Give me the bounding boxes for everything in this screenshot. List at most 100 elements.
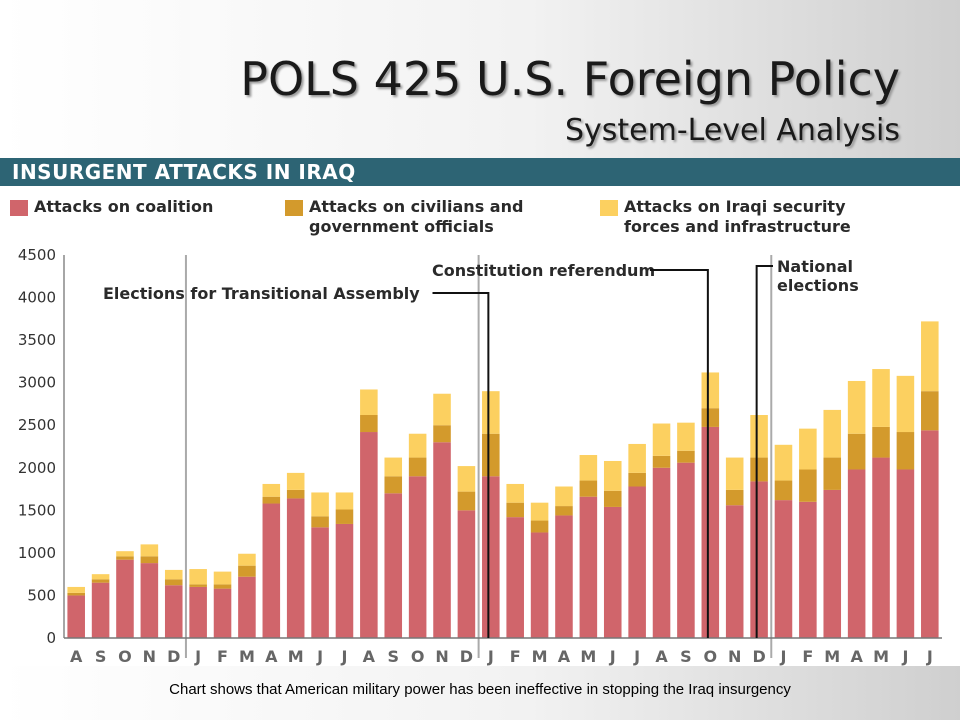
bar-segment [384,493,403,638]
bar-segment [530,502,549,521]
x-tick-label: A [265,647,278,666]
x-tick-label: A [363,647,376,666]
annotation-line [432,292,490,638]
chart-panel: INSURGENT ATTACKS IN IRAQ Attacks on coa… [0,158,960,666]
bar-segment [67,592,85,596]
bar-segment [799,428,817,470]
bar-segment [311,516,329,528]
x-tick-label: D [167,647,180,666]
bar-segment [799,501,817,638]
stacked-bar-chart: Attacks on coalition Attacks on civilians… [10,197,942,666]
x-tick-label: J [779,647,786,666]
bar-segment [286,489,305,499]
x-tick-label: S [95,647,107,666]
bar-segment [457,466,476,492]
bar-segment [921,430,939,638]
bar-segment [628,486,646,638]
legend-swatch [10,200,28,216]
bar-segment [701,426,720,638]
bar-segment [921,391,939,431]
y-tick-label: 2500 [18,416,56,434]
bar-segment [262,496,281,504]
slide-subtitle: System-Level Analysis [564,113,900,148]
x-tick-label: N [435,647,448,666]
bar-segment [311,492,329,517]
bar-segment [140,556,159,564]
bar-segment [262,503,281,638]
x-tick-label: M [580,647,596,666]
bar-segment [774,480,793,501]
bar-segment [701,372,720,409]
y-tick-label: 1500 [18,501,56,519]
bar-segment [750,481,768,638]
x-tick-label: F [217,647,228,666]
bar-segment [774,500,793,638]
slide-caption: Chart shows that American military power… [169,681,791,698]
bar-segment [457,491,476,511]
x-tick-label: M [873,647,889,666]
bar-segment [872,369,890,427]
x-tick-label: A [70,647,83,666]
x-tick-label: J [194,647,201,666]
bar-segment [750,457,768,482]
bar-segment [286,472,305,490]
bar-segment [628,443,646,473]
x-tick-label: J [926,647,933,666]
bar-segment [238,565,256,577]
bar-segment [652,455,671,468]
y-tick-label: 3000 [18,374,56,392]
bar-segment [335,523,354,638]
bar-segment [872,426,890,458]
bar-segment [506,517,524,638]
y-tick-label: 4500 [18,246,56,264]
bar-segment [335,509,354,524]
bar-segment [799,469,817,502]
bar-segment [262,483,281,497]
bar-segment [189,586,207,638]
slide-title: POLS 425 U.S. Foreign Policy [240,52,900,106]
bar-segment [67,595,85,638]
x-tick-label: A [655,647,668,666]
bar-segment [628,472,646,487]
bar-segment [603,460,622,491]
bar-segment [921,321,939,392]
y-tick-label: 2000 [18,459,56,477]
bar-segment [67,586,85,593]
bar-segment [847,433,866,470]
bar-segment [725,505,744,638]
bar-segment [164,585,183,638]
bar-segment [603,506,622,638]
legend-swatch [285,200,303,216]
x-tick-label: F [802,647,813,666]
legend-label: Attacks on Iraqi security forces and infr… [624,197,851,236]
bar-segment [482,476,500,638]
bar-segment [774,444,793,481]
x-tick-label: S [680,647,692,666]
y-tick-label: 1000 [18,544,56,562]
bar-segment [140,544,159,557]
legend-label: Attacks on coalition [34,197,213,216]
annotation-label: Constitution referendum [432,261,655,280]
bar-segment [579,496,598,638]
bar-segment [408,476,427,638]
bar-segment [750,415,768,458]
x-tick-label: J [901,647,908,666]
legend-label: Attacks on civilians and government offic… [309,197,523,236]
bar-segment [506,502,524,518]
x-tick-label: F [510,647,521,666]
bar-segment [384,476,403,494]
bar-segment [847,380,866,434]
bar-segment [213,571,232,585]
bar-segment [311,527,329,638]
x-tick-label: A [850,647,863,666]
bar-segment [652,423,671,456]
x-tick-label: D [752,647,765,666]
bar-segment [823,457,842,490]
bar-segment [433,393,451,426]
x-tick-label: M [532,647,548,666]
annotation-label: Elections for Transitional Assembly [103,284,420,303]
x-tick-label: M [288,647,304,666]
bar-segment [360,389,378,416]
annotation-label: National elections [777,257,859,295]
y-tick-label: 500 [27,586,56,604]
